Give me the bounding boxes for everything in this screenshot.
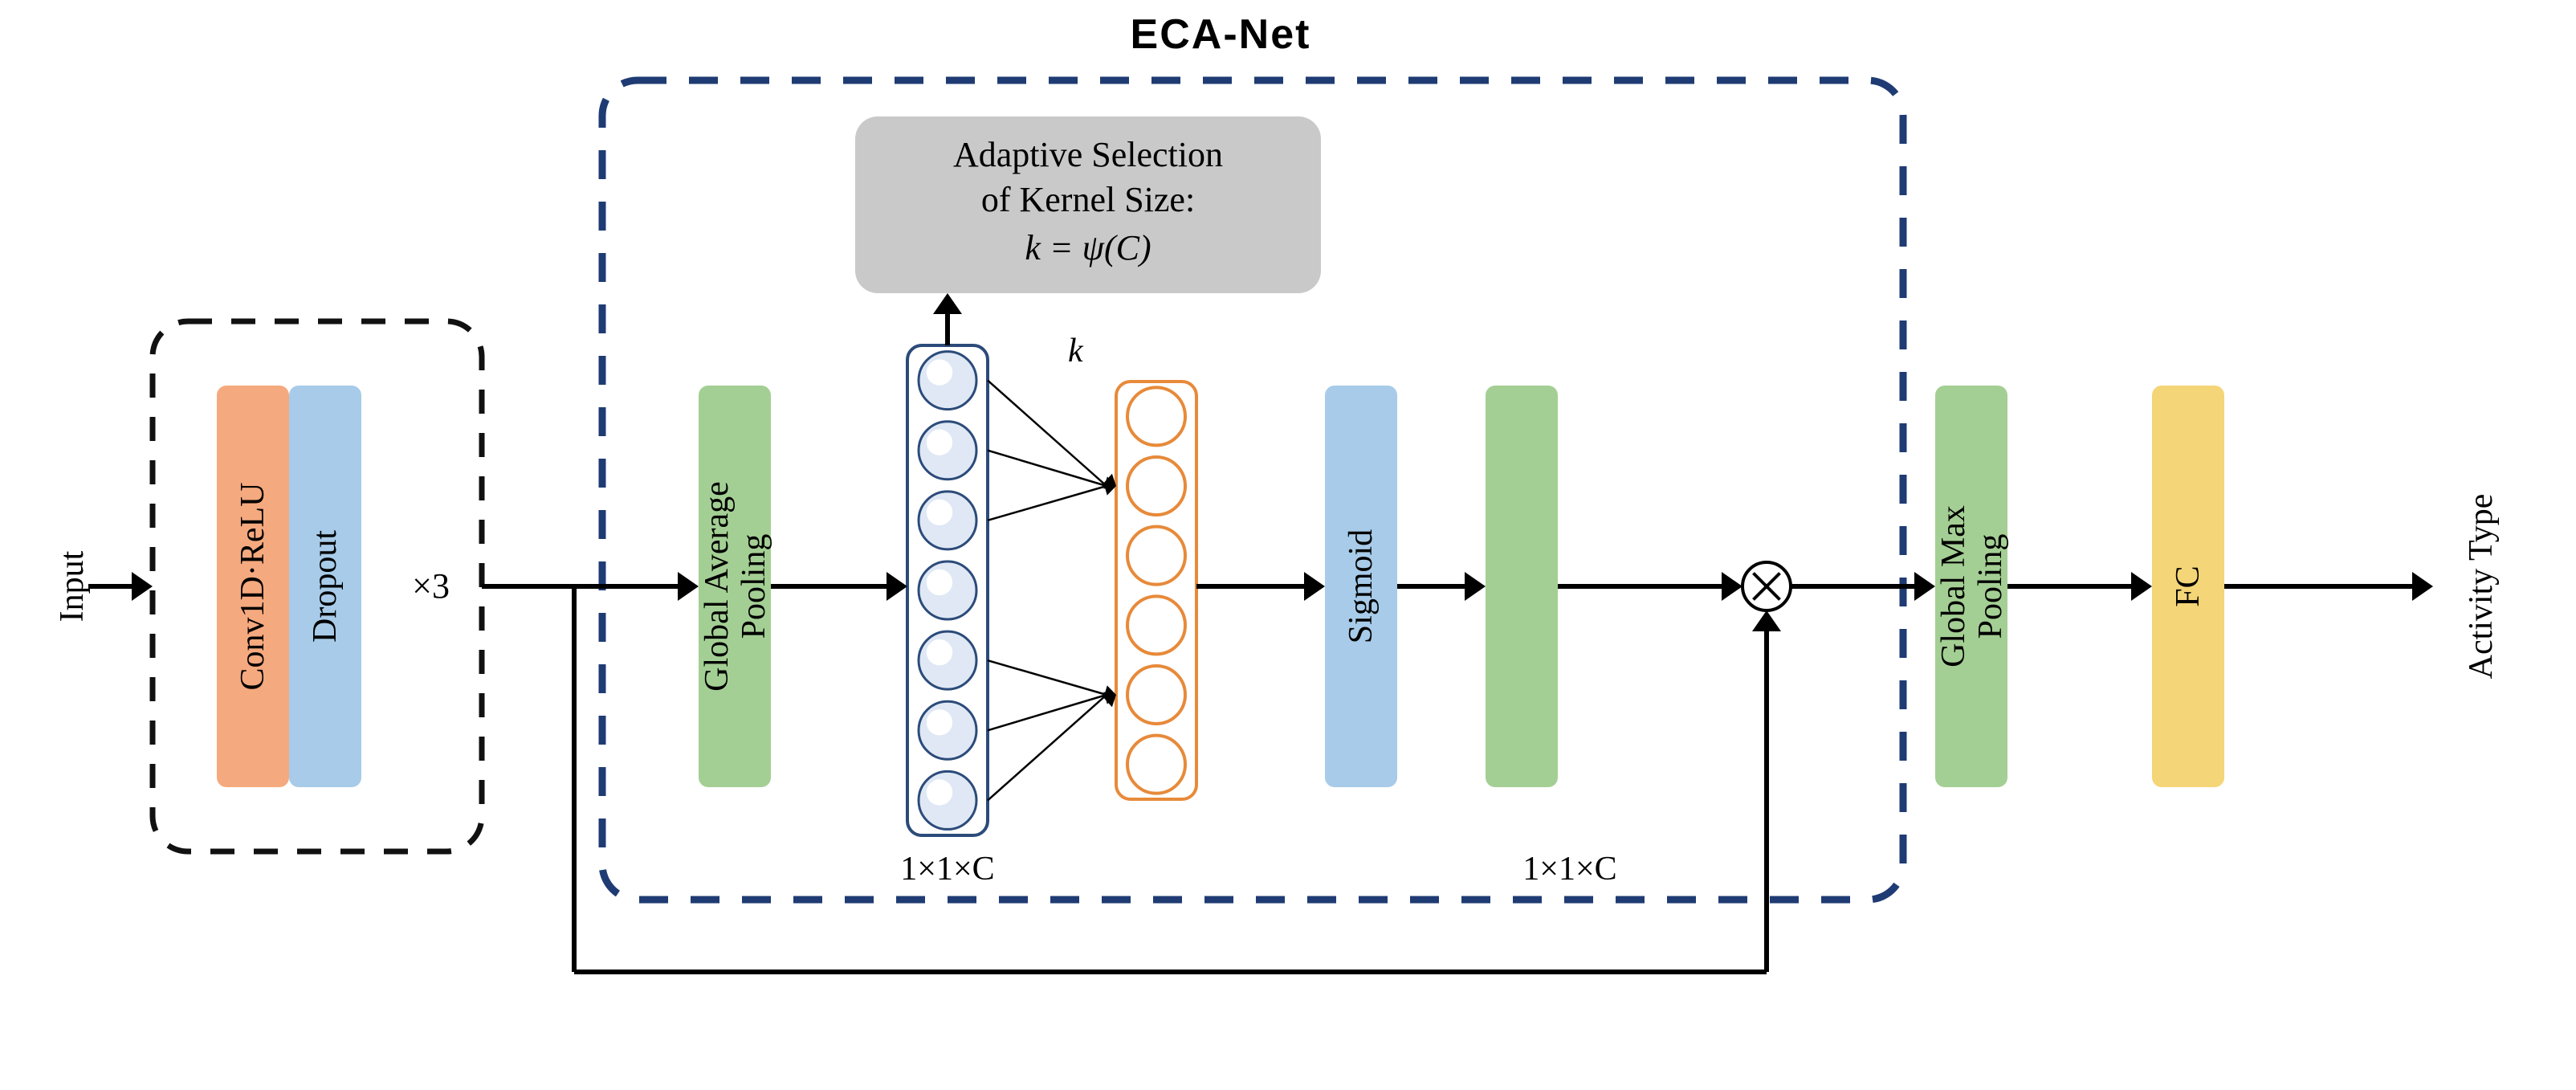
feature-unit-highlight — [927, 500, 952, 525]
kernel-connection — [988, 486, 1107, 521]
kernel-connection — [988, 695, 1107, 800]
feature-unit-highlight — [927, 430, 952, 455]
feature-unit-highlight — [927, 709, 952, 735]
feature-unit-highlight — [927, 359, 952, 385]
conv1d-relu-block-label: Conv1D·ReLU — [234, 483, 271, 691]
eca-net-diagram: ECA-Net Conv1D·ReLU Dropout ×3 Global Averag… — [0, 0, 2576, 1090]
kernel-box-line1: Adaptive Selection — [953, 135, 1223, 174]
kernel-connection — [988, 381, 1107, 486]
kernel-connection — [988, 695, 1107, 730]
sigmoid-block-label: Sigmoid — [1343, 529, 1380, 643]
gap-block-label-line1: Global Average — [699, 481, 736, 692]
title: ECA-Net — [1131, 11, 1311, 58]
kernel-connection — [988, 451, 1107, 486]
kernel-unit — [1127, 736, 1185, 794]
gmp-block-label-line1: Global Max — [1935, 505, 1972, 667]
kernel-unit — [1127, 527, 1185, 585]
k-label: k — [1068, 333, 1084, 369]
gap-block-label-line2: Pooling — [736, 534, 772, 639]
gmp-block-label-line2: Pooling — [1972, 534, 2009, 639]
kernel-unit — [1127, 596, 1185, 654]
feature-unit-highlight — [927, 779, 952, 805]
times3-label: ×3 — [412, 566, 450, 606]
attention-weights-block — [1486, 386, 1558, 787]
dim-label-2: 1×1×C — [1522, 851, 1616, 888]
feature-unit-highlight — [927, 569, 952, 595]
kernel-unit — [1127, 666, 1185, 724]
kernel-box-line3: k = ψ(C) — [1025, 228, 1151, 267]
input-label: Input — [54, 550, 91, 622]
fc-block-label: FC — [2170, 565, 2207, 606]
dim-label-1: 1×1×C — [900, 851, 994, 888]
feature-unit-highlight — [927, 639, 952, 665]
kernel-unit — [1127, 387, 1185, 445]
kernel-connection — [988, 660, 1107, 695]
dropout-block-label: Dropout — [307, 530, 344, 643]
kernel-box-line2: of Kernel Size: — [981, 180, 1195, 219]
output-label: Activity Type — [2463, 494, 2500, 680]
kernel-unit — [1127, 457, 1185, 515]
